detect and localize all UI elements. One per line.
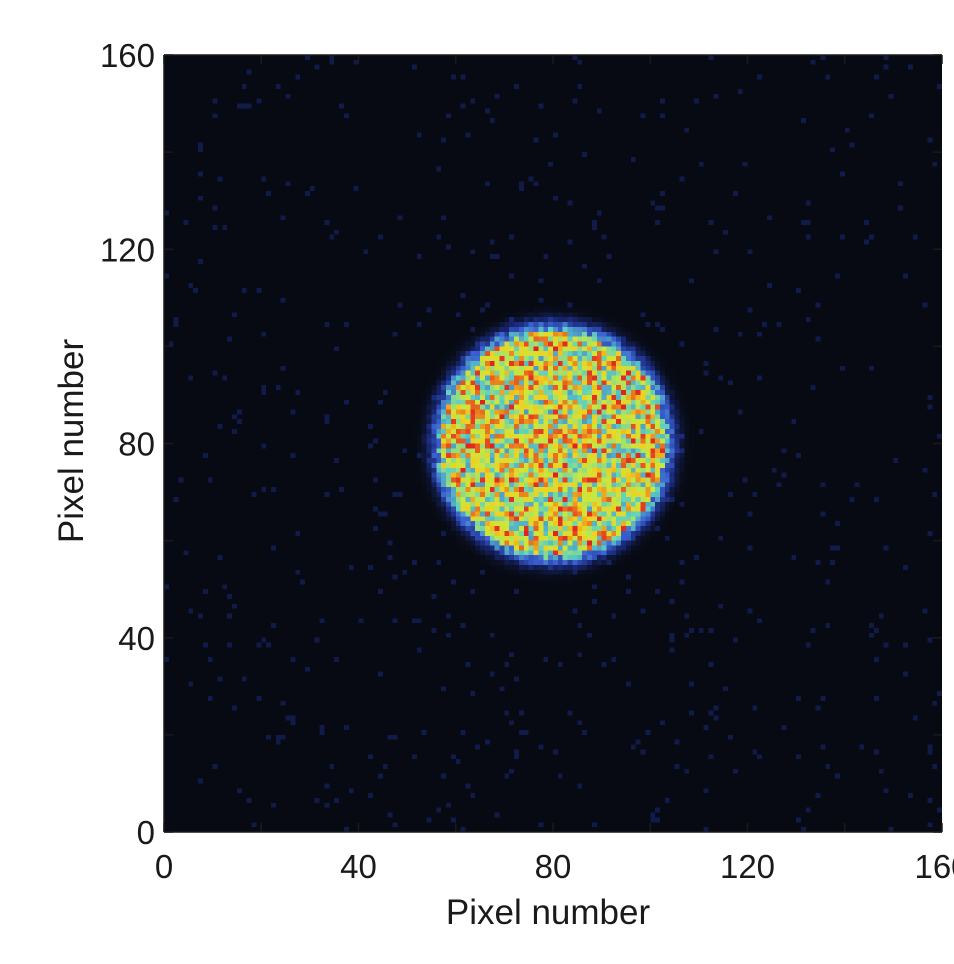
- y-tick-label: 120: [100, 231, 155, 268]
- x-axis-tick-labels: 0 40 80 120 160: [155, 848, 954, 885]
- axis-ticks: [163, 54, 943, 833]
- y-axis-title: Pixel number: [52, 339, 91, 544]
- y-tick-label: 40: [118, 620, 155, 657]
- y-tick-label: 0: [137, 814, 155, 851]
- y-axis-tick-labels: 0 40 80 120 160: [100, 37, 155, 851]
- x-tick-label: 80: [535, 848, 572, 885]
- x-tick-label: 120: [720, 848, 775, 885]
- x-tick-label: 160: [914, 848, 954, 885]
- heatmap-image: [164, 55, 942, 832]
- x-axis-title: Pixel number: [446, 893, 651, 932]
- y-tick-label: 160: [100, 37, 155, 74]
- x-tick-label: 40: [340, 848, 377, 885]
- x-tick-label: 0: [155, 848, 173, 885]
- y-tick-label: 80: [118, 426, 155, 463]
